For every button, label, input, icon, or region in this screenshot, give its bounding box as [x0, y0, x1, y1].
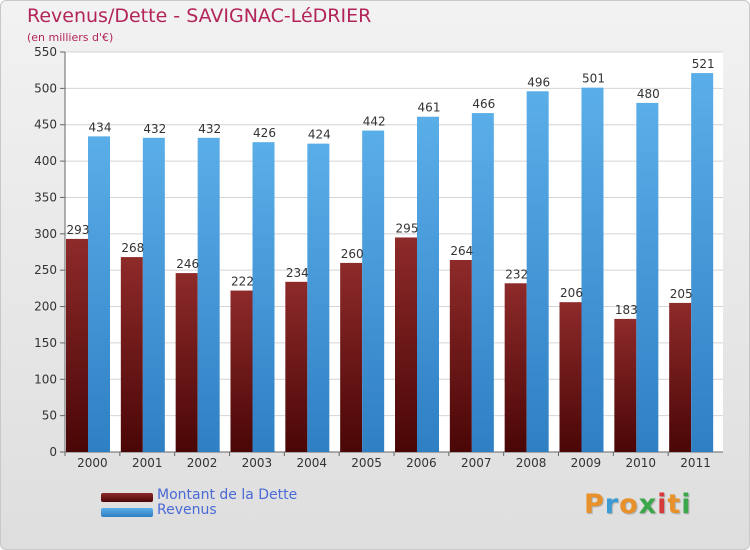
x-tick-label: 2006 — [406, 456, 437, 470]
bar-debt — [285, 281, 308, 452]
data-label-debt: 205 — [670, 287, 693, 301]
bar-revenus — [471, 113, 494, 452]
y-tick-label: 400 — [34, 154, 57, 168]
data-labels: 293 434 268 432 246 432 222 426 234 424 260 442 295 4… — [67, 57, 715, 317]
data-label-revenus: 426 — [253, 126, 276, 140]
data-label-debt: 232 — [505, 267, 528, 281]
y-tick-label: 250 — [34, 263, 57, 277]
proxiti-logo: Proxiti — [584, 489, 692, 520]
y-tick-label: 100 — [34, 372, 57, 386]
bar-revenus — [636, 102, 659, 452]
bar-revenus — [142, 137, 165, 452]
logo-letter: P — [584, 489, 605, 520]
logo-letter: o — [619, 489, 639, 520]
y-tick-label: 550 — [34, 45, 57, 59]
x-tick-label: 2001 — [132, 456, 163, 470]
data-label-revenus: 461 — [418, 101, 441, 115]
bar-debt — [559, 302, 582, 452]
bar-debt — [614, 318, 637, 452]
data-label-debt: 246 — [176, 257, 199, 271]
x-tick-label: 2010 — [625, 456, 656, 470]
data-label-debt: 295 — [396, 221, 419, 235]
data-label-revenus: 521 — [692, 57, 715, 71]
bar-revenus — [691, 73, 714, 452]
bar-revenus — [362, 130, 385, 452]
logo-letter: r — [604, 489, 620, 520]
y-tick-label: 450 — [34, 118, 57, 132]
y-tick-label: 350 — [34, 190, 57, 204]
bar-debt — [340, 262, 363, 452]
axes: 0 50 100 150 200 250 300 350 400 450 500 550 2000 200… — [34, 45, 723, 470]
y-tick-label: 300 — [34, 227, 57, 241]
x-tick-label: 2000 — [77, 456, 108, 470]
x-tick-label: 2007 — [461, 456, 492, 470]
data-label-debt: 264 — [450, 244, 473, 258]
x-tick-label: 2002 — [187, 456, 218, 470]
data-label-revenus: 424 — [308, 128, 331, 142]
y-tick-label: 0 — [49, 445, 57, 459]
plot-area — [65, 52, 723, 452]
bar-revenus — [307, 143, 330, 453]
y-tick-label: 500 — [34, 81, 57, 95]
bar-debt — [120, 257, 143, 452]
x-tick-label: 2008 — [516, 456, 547, 470]
chart-title: Revenus/Dette - SAVIGNAC-LéDRIER — [27, 5, 372, 27]
bar-debt — [669, 302, 692, 452]
legend-label-revenus: Revenus — [157, 502, 217, 518]
data-label-revenus: 480 — [637, 87, 660, 101]
data-label-revenus: 434 — [89, 120, 112, 134]
y-tick-label: 50 — [42, 409, 57, 423]
bar-debt — [449, 260, 472, 452]
data-label-debt: 293 — [67, 223, 90, 237]
data-label-revenus: 501 — [582, 72, 605, 86]
chart-subtitle: (en milliers d'€) — [27, 31, 114, 44]
data-label-revenus: 442 — [363, 115, 386, 129]
x-tick-label: 2011 — [680, 456, 711, 470]
bar-revenus — [581, 87, 604, 453]
data-label-debt: 206 — [560, 286, 583, 300]
bar-debt — [66, 238, 88, 452]
bar-revenus — [252, 142, 275, 452]
bar-revenus — [197, 137, 220, 452]
x-tick-label: 2009 — [571, 456, 602, 470]
data-label-debt: 183 — [615, 303, 638, 317]
legend-label-dette: Montant de la Dette — [157, 487, 298, 503]
logo-letter: x — [638, 489, 658, 520]
bar-revenus — [526, 91, 549, 452]
logo-letter: t — [667, 489, 682, 520]
x-tick-label: 2005 — [351, 456, 382, 470]
data-label-revenus: 466 — [472, 97, 495, 111]
bars — [66, 73, 714, 453]
y-tick-label: 150 — [34, 336, 57, 350]
grid-lines — [65, 51, 723, 453]
data-label-debt: 222 — [231, 275, 254, 289]
x-tick-label: 2003 — [242, 456, 273, 470]
y-tick-label: 200 — [34, 300, 57, 314]
legend-swatch-revenus — [101, 508, 153, 517]
bar-debt — [230, 290, 253, 452]
data-label-debt: 234 — [286, 266, 309, 280]
bar-revenus — [88, 136, 110, 452]
legend-swatch-dette — [101, 493, 153, 502]
bar-debt — [175, 273, 198, 452]
data-label-revenus: 496 — [527, 75, 550, 89]
logo-letter: i — [681, 489, 692, 520]
data-label-debt: 268 — [121, 241, 144, 255]
bar-debt — [395, 237, 417, 452]
data-label-revenus: 432 — [198, 122, 221, 136]
data-label-revenus: 432 — [143, 122, 166, 136]
x-tick-label: 2004 — [296, 456, 327, 470]
bar-revenus — [417, 116, 439, 453]
logo-letter: i — [657, 489, 668, 520]
bar-debt — [504, 283, 527, 452]
data-label-debt: 260 — [341, 247, 364, 261]
